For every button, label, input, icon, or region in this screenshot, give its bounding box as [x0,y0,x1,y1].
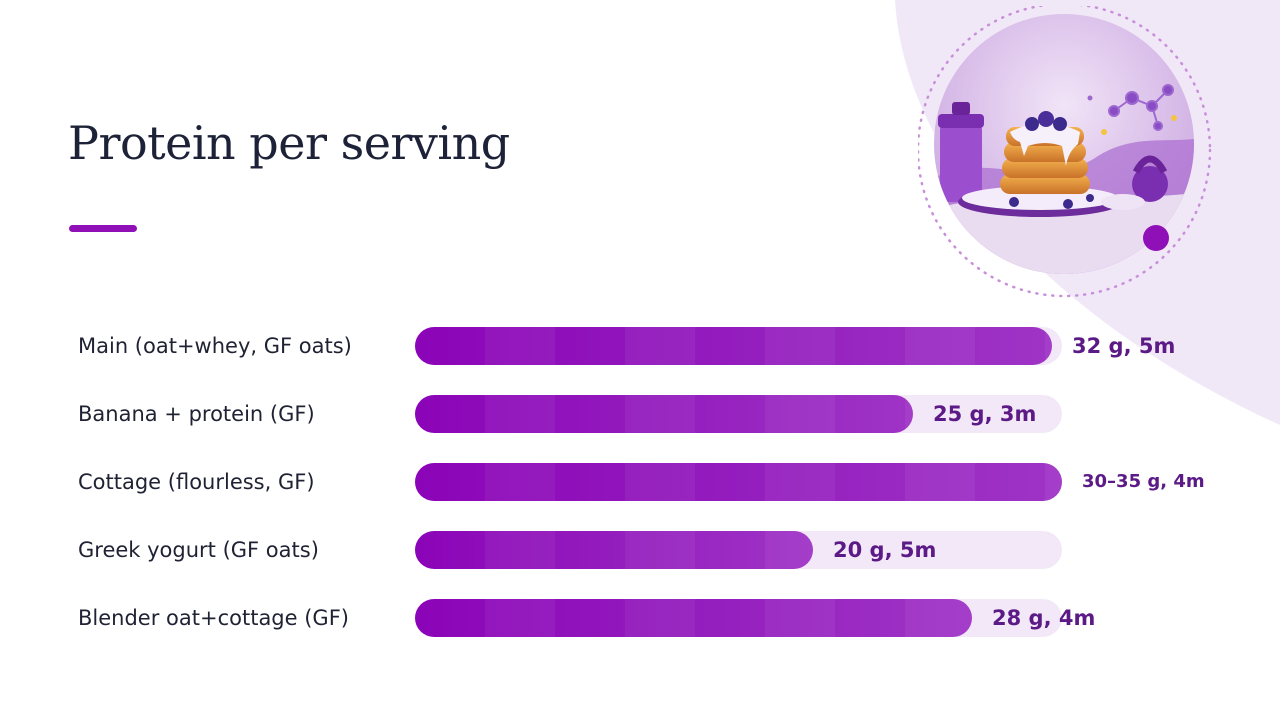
category-label: Banana + protein (GF) [78,402,315,426]
page-title: Protein per serving [68,116,510,170]
category-label: Blender oat+cottage (GF) [78,606,349,630]
bar [415,463,1062,501]
bar [415,531,813,569]
data-label: 30–35 g, 4m [1082,471,1205,492]
data-label: 32 g, 5m [1072,334,1176,358]
protein-pancakes-illustration [918,6,1212,298]
bar [415,599,972,637]
title-accent-bar [69,225,137,232]
category-label: Cottage (flourless, GF) [78,470,315,494]
data-label: 20 g, 5m [833,538,937,562]
category-label: Greek yogurt (GF oats) [78,538,319,562]
bar [415,327,1052,365]
data-label: 28 g, 4m [992,606,1096,630]
bar [415,395,913,433]
data-label: 25 g, 3m [933,402,1037,426]
category-label: Main (oat+whey, GF oats) [78,334,352,358]
